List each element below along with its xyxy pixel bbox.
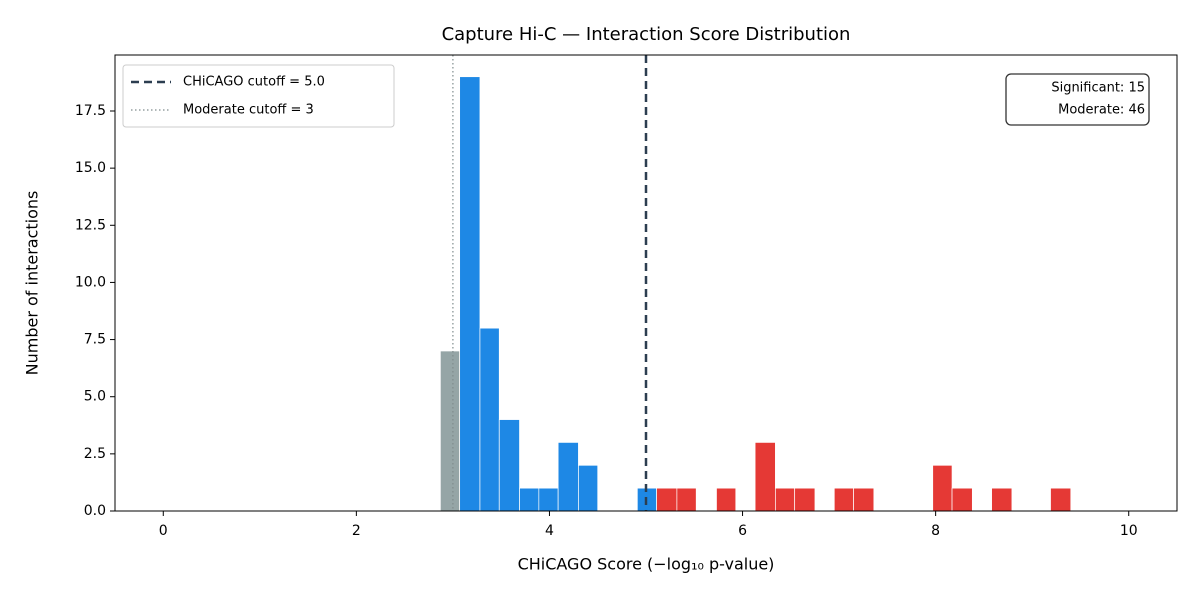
x-tick-label: 8 (931, 523, 940, 539)
bar (716, 487, 737, 512)
x-axis-label: CHiCAGO Score (−log₁₀ p-value) (518, 555, 775, 574)
legend-label: Moderate cutoff = 3 (183, 103, 314, 118)
bar (557, 442, 579, 512)
annotation-text: Moderate: 46 (1058, 103, 1145, 118)
y-tick-label: 15.0 (75, 160, 106, 176)
bar (853, 487, 875, 512)
bar (578, 464, 599, 512)
y-tick-label: 0.0 (84, 503, 106, 519)
bar (932, 464, 953, 512)
chart-title: Capture Hi-C — Interaction Score Distrib… (442, 24, 851, 45)
legend-label: CHiCAGO cutoff = 5.0 (183, 75, 325, 90)
legend-box (122, 64, 395, 128)
bar (794, 487, 816, 512)
annotation: Significant: 15 Moderate: 46 (1005, 73, 1150, 126)
annotation-text: Significant: 15 (1051, 81, 1145, 96)
y-tick-label: 10.0 (75, 274, 106, 290)
bar (656, 487, 678, 512)
y-tick-label: 17.5 (75, 103, 106, 119)
bar (538, 487, 559, 512)
bar (519, 487, 540, 512)
bar (676, 487, 697, 512)
y-tick-label: 2.5 (84, 446, 106, 462)
x-tick-label: 0 (159, 523, 168, 539)
plot-frame (114, 54, 1178, 512)
legend: CHiCAGO cutoff = 5.0 Moderate cutoff = 3 (122, 64, 395, 128)
x-tick-label: 2 (352, 523, 361, 539)
bar (754, 442, 776, 512)
y-tick-label: 7.5 (84, 332, 106, 348)
bar (1050, 487, 1072, 512)
x-tick-label: 10 (1120, 523, 1138, 539)
bar (440, 350, 461, 512)
bar (951, 487, 973, 512)
x-tick-label: 4 (545, 523, 554, 539)
bar (459, 76, 481, 512)
bar (775, 487, 796, 512)
bar (991, 487, 1013, 512)
y-tick-label: 12.5 (75, 217, 106, 233)
bar (498, 419, 520, 512)
x-tick-label: 6 (738, 523, 747, 539)
bar (833, 487, 854, 512)
y-tick-label: 5.0 (84, 389, 106, 405)
annotation-box (1005, 73, 1150, 126)
y-axis-label: Number of interactions (23, 191, 42, 376)
bar (479, 327, 500, 512)
